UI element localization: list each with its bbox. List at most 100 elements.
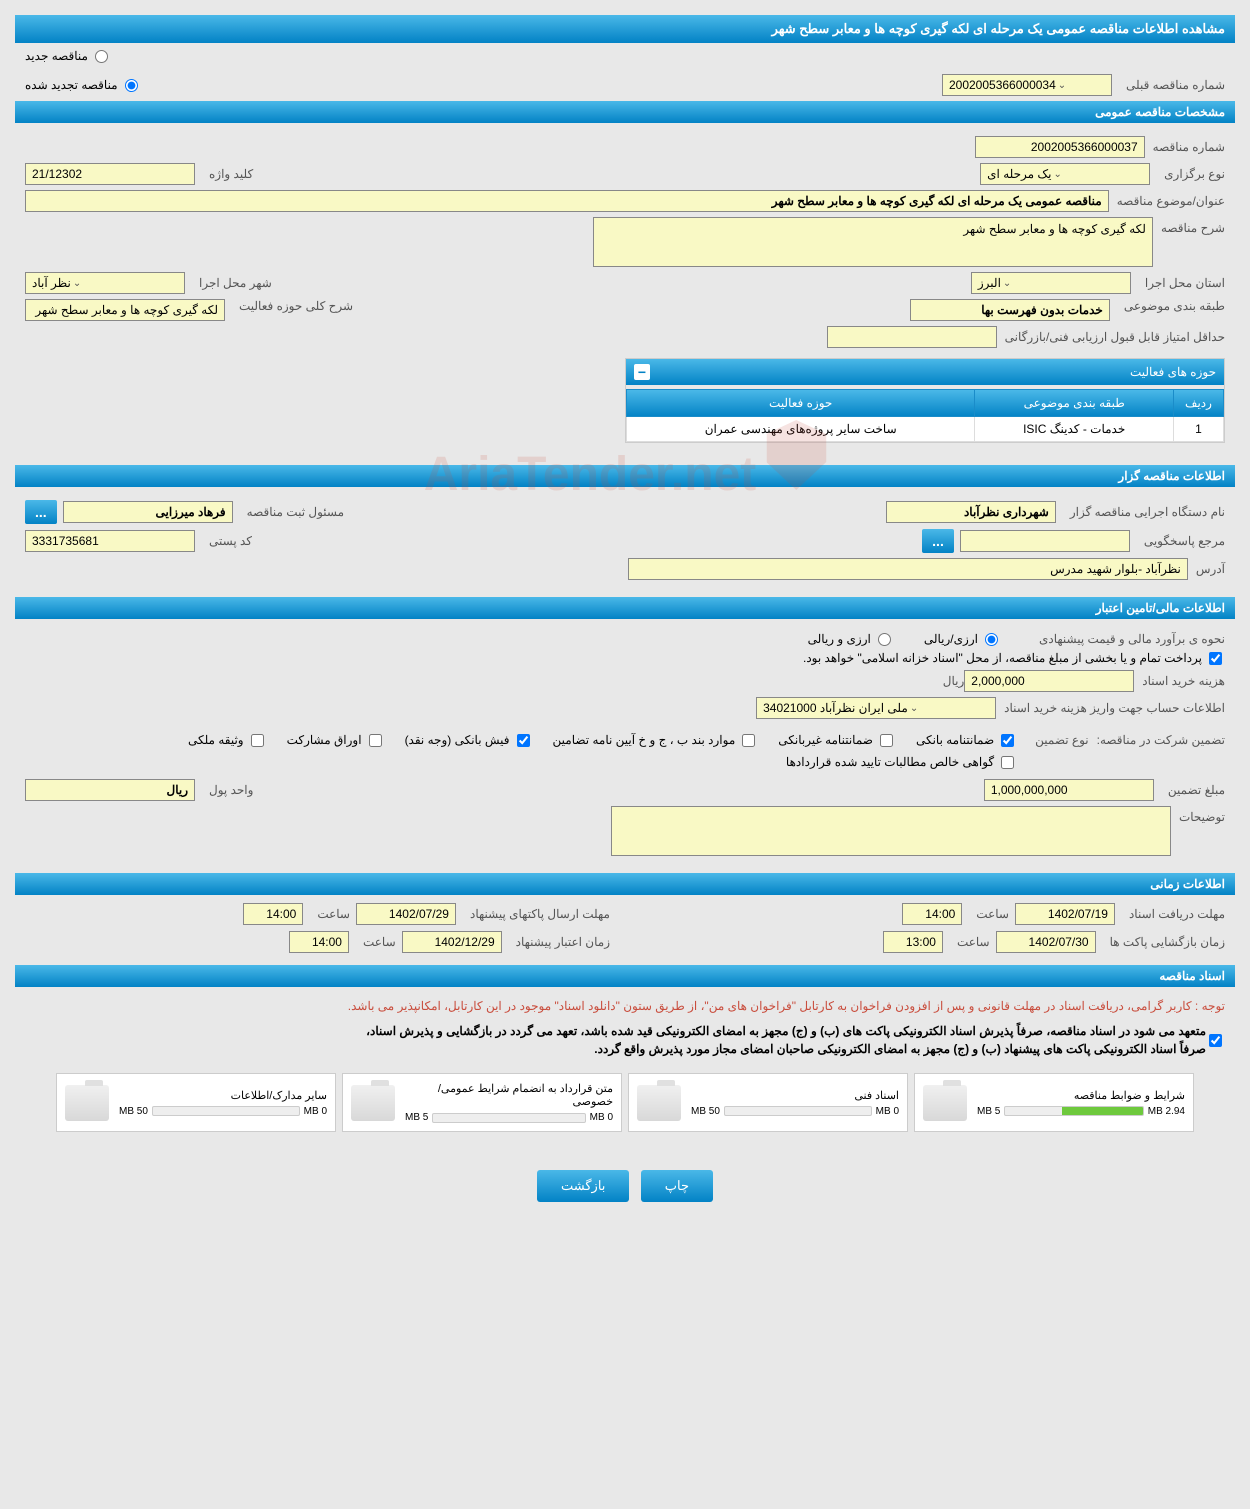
notes-label: توضیحات xyxy=(1179,810,1225,824)
method-label: نحوه ی برآورد مالی و قیمت پیشنهادی xyxy=(1039,632,1225,646)
field-validity-time: 14:00 xyxy=(289,931,349,953)
activity-panel-title: حوزه های فعالیت xyxy=(1130,365,1216,379)
section-finance: اطلاعات مالی/تامین اعتبار xyxy=(15,597,1235,619)
folder-icon xyxy=(351,1085,395,1121)
field-doc-cost: 2,000,000 xyxy=(964,670,1134,692)
field-account[interactable]: ⌄ ملی ایران نظرآباد 34021000 xyxy=(756,697,996,719)
chk-participation[interactable]: اوراق مشارکت xyxy=(287,733,385,747)
print-button[interactable]: چاپ xyxy=(641,1170,713,1202)
back-button[interactable]: بازگشت xyxy=(537,1170,629,1202)
field-subject: مناقصه عمومی یک مرحله ای لکه گیری کوچه ه… xyxy=(25,190,1109,212)
field-postal: 3331735681 xyxy=(25,530,195,552)
category-label: طبقه بندی موضوعی xyxy=(1124,299,1225,313)
doc-card[interactable]: اسناد فنی 0 MB 50 MB xyxy=(628,1073,908,1132)
guarantee-amount-label: مبلغ تضمین xyxy=(1168,783,1225,797)
chk-nonbank[interactable]: ضمانتنامه غیربانکی xyxy=(778,733,896,747)
chevron-down-icon: ⌄ xyxy=(1058,80,1066,91)
doc-card[interactable]: سایر مدارک/اطلاعات 0 MB 50 MB xyxy=(56,1073,336,1132)
radio-rial-label: ارزی/ریالی xyxy=(924,632,978,646)
doc-used: 0 MB xyxy=(304,1106,327,1117)
chevron-down-icon: ⌄ xyxy=(1054,169,1062,180)
chevron-down-icon: ⌄ xyxy=(910,703,918,714)
account-label: اطلاعات حساب جهت واریز هزینه خرید اسناد xyxy=(1004,701,1225,715)
docs-note1: متعهد می شود در اسناد مناقصه، صرفاً پذیر… xyxy=(25,1022,1206,1040)
field-send-time: 14:00 xyxy=(243,903,303,925)
field-address: نظرآباد -بلوار شهید مدرس xyxy=(628,558,1188,580)
section-specs: مشخصات مناقصه عمومی xyxy=(15,101,1235,123)
desc-label: شرح مناقصه xyxy=(1161,221,1225,235)
table-row: 1خدمات - کدینگ ISICساخت سایر پروژه‌های م… xyxy=(627,417,1224,442)
province-label: استان محل اجرا xyxy=(1145,276,1225,290)
field-notes xyxy=(611,806,1171,856)
radio-new-tender[interactable]: مناقصه جدید xyxy=(25,49,111,63)
field-keyword: 21/12302 xyxy=(25,163,195,185)
doc-title: سایر مدارک/اطلاعات xyxy=(119,1089,327,1102)
field-guarantee-amount: 1,000,000,000 xyxy=(984,779,1154,801)
field-tender-no: 2002005366000037 xyxy=(975,136,1145,158)
field-desc: لکه گیری کوچه ها و معابر سطح شهر xyxy=(593,217,1153,267)
doc-total: 50 MB xyxy=(119,1106,148,1117)
doc-title: شرایط و ضوابط مناقصه xyxy=(977,1089,1185,1102)
org-label: نام دستگاه اجرایی مناقصه گزار xyxy=(1070,505,1225,519)
field-min-score xyxy=(827,326,997,348)
field-province[interactable]: ⌄ البرز xyxy=(971,272,1131,294)
city-label: شهر محل اجرا xyxy=(199,276,272,290)
doc-total: 5 MB xyxy=(977,1106,1000,1117)
radio-renewed-tender[interactable]: مناقصه تجدید شده xyxy=(25,78,141,92)
folder-icon xyxy=(637,1085,681,1121)
registrar-label: مسئول ثبت مناقصه xyxy=(247,505,344,519)
responder-label: مرجع پاسخگویی xyxy=(1144,534,1225,548)
field-city[interactable]: ⌄ نظر آباد xyxy=(25,272,185,294)
prev-number-label: شماره مناقصه قبلی xyxy=(1126,78,1225,92)
radio-curr-label: ارزی و ریالی xyxy=(808,632,871,646)
doc-total: 5 MB xyxy=(405,1112,428,1123)
doc-title: اسناد فنی xyxy=(691,1089,899,1102)
prev-number-select[interactable]: ⌄ 2002005366000034 xyxy=(942,74,1112,96)
activity-table: ردیف طبقه بندی موضوعی حوزه فعالیت 1خدمات… xyxy=(626,389,1224,442)
account-value: ملی ایران نظرآباد 34021000 xyxy=(763,701,908,715)
doc-used: 0 MB xyxy=(876,1106,899,1117)
rial-unit: ریال xyxy=(943,674,965,688)
address-label: آدرس xyxy=(1196,562,1225,576)
progress-bar xyxy=(1004,1106,1143,1116)
open-label: زمان بازگشایی پاکت ها xyxy=(1110,935,1225,949)
chk-property[interactable]: وثیقه ملکی xyxy=(188,733,267,747)
chk-bond[interactable]: موارد بند ب ، ج و خ آیین نامه تضامین xyxy=(553,733,759,747)
col-category: طبقه بندی موضوعی xyxy=(975,390,1174,417)
doc-card[interactable]: متن قرارداد به انضمام شرایط عمومی/خصوصی0… xyxy=(342,1073,622,1132)
registrar-lookup-button[interactable]: ... xyxy=(25,500,57,524)
min-score-label: حداقل امتیاز قابل قبول ارزیابی فنی/بازرگ… xyxy=(1005,330,1225,344)
collapse-icon[interactable]: − xyxy=(634,364,650,380)
activity-panel-header: حوزه های فعالیت − xyxy=(626,359,1224,385)
field-open-time: 13:00 xyxy=(883,931,943,953)
radio-rial[interactable]: ارزی/ریالی xyxy=(924,632,1001,646)
payment-note-check[interactable]: پرداخت تمام و یا بخشی از مبلغ مناقصه، از… xyxy=(803,651,1225,665)
receive-time-label: ساعت xyxy=(976,907,1009,921)
subject-label: عنوان/موضوع مناقصه xyxy=(1117,194,1225,208)
field-activity-desc: لکه گیری کوچه ها و معابر سطح شهر xyxy=(25,299,225,321)
doc-total: 50 MB xyxy=(691,1106,720,1117)
chk-bank[interactable]: ضمانتنامه بانکی xyxy=(916,733,1017,747)
type-label: نوع برگزاری xyxy=(1164,167,1225,181)
chk-cert[interactable]: گواهی خالص مطالبات تایید شده قراردادها xyxy=(25,755,1017,769)
field-org: شهرداری نظرآباد xyxy=(886,501,1056,523)
field-receive-date: 1402/07/19 xyxy=(1015,903,1115,925)
payment-note: پرداخت تمام و یا بخشی از مبلغ مناقصه، از… xyxy=(803,651,1202,665)
responder-lookup-button[interactable]: ... xyxy=(922,529,954,553)
open-time-label: ساعت xyxy=(957,935,990,949)
page-title: مشاهده اطلاعات مناقصه عمومی یک مرحله ای … xyxy=(15,15,1235,43)
doc-card[interactable]: شرایط و ضوابط مناقصه 2.94 MB 5 MB xyxy=(914,1073,1194,1132)
unit-label: واحد پول xyxy=(209,783,253,797)
doc-used: 2.94 MB xyxy=(1148,1106,1185,1117)
field-send-date: 1402/07/29 xyxy=(356,903,456,925)
doc-cost-label: هزینه خرید اسناد xyxy=(1142,674,1225,688)
chk-fish[interactable]: فیش بانکی (وجه نقد) xyxy=(405,733,533,747)
col-row: ردیف xyxy=(1174,390,1224,417)
radio-currency[interactable]: ارزی و ریالی xyxy=(808,632,894,646)
col-activity: حوزه فعالیت xyxy=(627,390,975,417)
field-type[interactable]: ⌄ یک مرحله ای xyxy=(980,163,1150,185)
province-value: البرز xyxy=(978,276,1001,290)
folder-icon xyxy=(923,1085,967,1121)
docs-commit-check[interactable] xyxy=(1209,1034,1222,1047)
keyword-label: کلید واژه xyxy=(209,167,253,181)
